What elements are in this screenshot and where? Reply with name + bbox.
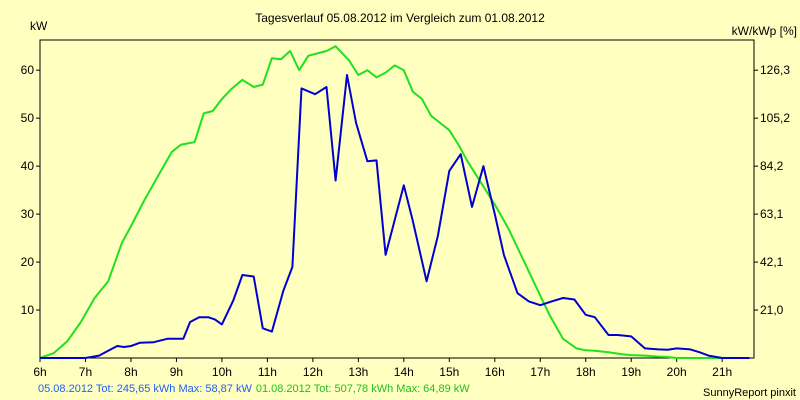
x-tick-label: 13h <box>348 365 368 379</box>
x-ticks: 6h 7h 8h 9h 10h 11h 12h 13h 14h 15h 16h 17h 18h 19h 20… <box>33 358 732 379</box>
x-tick-label: 6h <box>33 365 46 379</box>
x-tick-label: 16h <box>485 365 505 379</box>
x-tick-label: 20h <box>667 365 687 379</box>
y-ticks: 10 21,0 20 42,1 30 63,1 40 84,2 50 105,2 60 126,3 <box>21 63 791 317</box>
footer-series-1-stats: Tot: 245,65 kWh Max: 58,87 kW <box>93 383 252 395</box>
footer-brand: SunnyReport pinxit <box>703 387 796 399</box>
y-tick-right-label: 42,1 <box>760 255 784 269</box>
series-line-2 <box>39 45 750 359</box>
y-tick-left-label: 50 <box>21 111 35 125</box>
x-tick-label: 14h <box>394 365 414 379</box>
footer-series-2-date: 01.08.2012 <box>256 383 311 395</box>
y-tick-left-label: 10 <box>21 303 35 317</box>
y-tick-right-label: 105,2 <box>760 111 790 125</box>
x-tick-label: 9h <box>170 365 183 379</box>
y-tick-left-label: 30 <box>21 207 35 221</box>
x-tick-label: 8h <box>124 365 137 379</box>
y-tick-right-label: 84,2 <box>760 159 784 173</box>
y-tick-left-label: 60 <box>21 63 35 77</box>
y-tick-right-label: 63,1 <box>760 207 784 221</box>
chart-title: Tagesverlauf 05.08.2012 im Vergleich zum… <box>255 11 545 25</box>
footer-legend: 05.08.2012 Tot: 245,65 kWh Max: 58,87 kW… <box>38 383 470 395</box>
y-tick-right-label: 21,0 <box>760 303 784 317</box>
x-tick-label: 15h <box>439 365 459 379</box>
y-axis-left-label: kW <box>30 19 48 33</box>
series-line-1 <box>40 74 750 359</box>
footer-series-2-stats: Tot: 507,78 kWh Max: 64,89 kW <box>311 383 470 395</box>
x-tick-label: 21h <box>712 365 732 379</box>
y-axis-right-label: kW/kWp [%] <box>732 24 797 38</box>
y-tick-left-label: 40 <box>21 159 35 173</box>
footer-series-1-date: 05.08.2012 <box>38 383 93 395</box>
x-tick-label: 11h <box>258 365 277 379</box>
x-tick-label: 10h <box>212 365 232 379</box>
x-tick-label: 7h <box>79 365 92 379</box>
y-tick-left-label: 20 <box>21 255 35 269</box>
series-lines <box>39 45 750 359</box>
y-tick-right-label: 126,3 <box>760 63 790 77</box>
x-tick-label: 17h <box>530 365 550 379</box>
x-tick-label: 19h <box>621 365 641 379</box>
plot-area <box>39 39 755 359</box>
x-tick-label: 18h <box>576 365 596 379</box>
x-tick-label: 12h <box>303 365 323 379</box>
